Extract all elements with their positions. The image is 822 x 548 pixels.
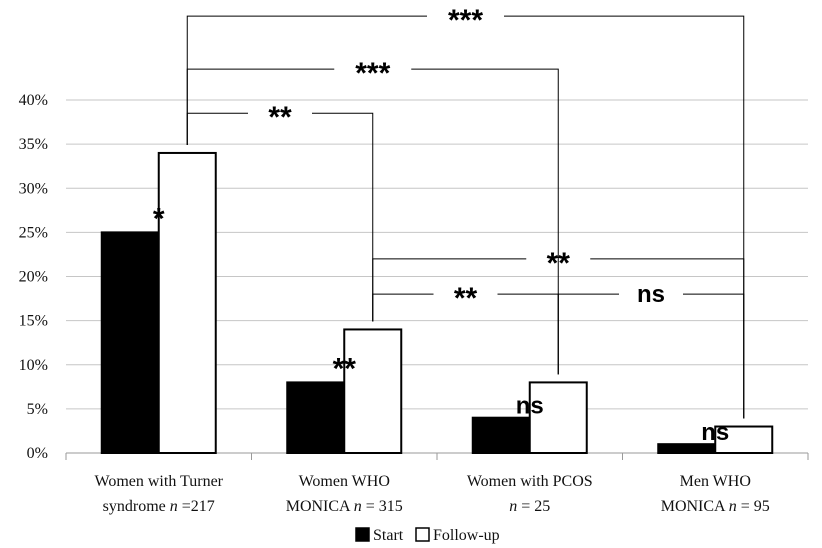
- y-tick-label: 0%: [27, 445, 48, 462]
- sample-size-value: =217: [178, 498, 215, 515]
- bracket-label: **: [454, 282, 478, 315]
- sample-size-symbol: n: [729, 498, 737, 515]
- bar-significance-label: ns: [701, 419, 729, 446]
- bar-significance-label: *: [153, 202, 165, 235]
- legend-swatch-start: [355, 527, 370, 542]
- category-label-line1: Men WHO: [680, 473, 751, 490]
- significance-bracket: ns: [557, 281, 745, 419]
- bar-significance-label: ns: [516, 393, 544, 420]
- bracket-line: [312, 112, 374, 322]
- y-tick-label: 15%: [19, 313, 48, 330]
- bracket-label: ***: [448, 4, 483, 37]
- bar-followup-0: [157, 151, 217, 454]
- category-label-line2: MONICA n = 315: [286, 498, 403, 515]
- bar-significance-label: **: [333, 352, 357, 385]
- bars: [100, 151, 774, 455]
- bracket-label: **: [268, 101, 292, 134]
- category-label: Women with Turner syndrome n =217: [95, 473, 224, 515]
- category-label: Women WHO MONICA n = 315: [286, 473, 403, 515]
- y-axis-ticks: 0% 5% 10% 15% 20% 25% 30% 35% 40%: [19, 92, 48, 462]
- significance-bracket: **: [186, 101, 374, 322]
- legend-label-followup: Follow-up: [433, 527, 500, 544]
- bracket-line: [683, 293, 745, 419]
- sample-size-symbol: n: [170, 498, 178, 515]
- category-label-line1: Women with Turner: [95, 473, 224, 490]
- bracket-label: ***: [355, 57, 390, 90]
- sample-size-symbol: n: [509, 498, 517, 515]
- y-tick-label: 5%: [27, 401, 48, 418]
- sample-size-value: = 95: [737, 498, 770, 515]
- y-tick-label: 35%: [19, 136, 48, 153]
- y-tick-label: 20%: [19, 269, 48, 286]
- bracket-line: [590, 258, 745, 419]
- category-label-prefix: MONICA: [661, 498, 729, 515]
- category-label-prefix: MONICA: [286, 498, 354, 515]
- y-tick-label: 25%: [19, 224, 48, 241]
- legend-swatch-followup: [415, 527, 430, 542]
- bar-start-0: [100, 231, 160, 454]
- legend: Start Follow-up: [355, 527, 500, 544]
- bracket-line: [186, 112, 248, 145]
- x-axis-categories: Women with Turner syndrome n =217 Women WH…: [95, 473, 770, 515]
- legend-item-start: Start: [355, 527, 404, 544]
- bar-start-2: [471, 416, 531, 455]
- category-label-line1: Women WHO: [299, 473, 390, 490]
- bracket-label: ns: [637, 281, 665, 308]
- significance-bracket: ***: [186, 4, 745, 419]
- bracket-line: [497, 293, 559, 375]
- bracket-line: [557, 293, 619, 375]
- y-tick-label: 30%: [19, 180, 48, 197]
- sample-size-symbol: n: [354, 498, 362, 515]
- category-label: Women with PCOS n = 25: [467, 473, 593, 515]
- category-label-line2: n = 25: [509, 498, 550, 515]
- sample-size-value: = 315: [362, 498, 403, 515]
- category-label-line2: MONICA n = 95: [661, 498, 770, 515]
- y-tick-label: 40%: [19, 92, 48, 109]
- bracket-line: [186, 15, 427, 145]
- category-label-prefix: syndrome: [103, 498, 170, 515]
- bracket-line: [372, 258, 527, 322]
- bar-followup-1: [343, 328, 403, 455]
- category-label-line2: syndrome n =217: [103, 498, 215, 515]
- bracket-line: [372, 293, 434, 322]
- category-label: Men WHO MONICA n = 95: [661, 473, 770, 515]
- y-tick-label: 10%: [19, 357, 48, 374]
- bar-followup-2: [528, 381, 588, 454]
- bracket-line: [411, 68, 559, 375]
- sample-size-value: = 25: [517, 498, 550, 515]
- bracket-line: [186, 68, 335, 145]
- bracket-line: [504, 15, 745, 419]
- bar-start-1: [286, 381, 346, 454]
- significance-brackets: ************ ns: [186, 4, 745, 419]
- category-label-line1: Women with PCOS: [467, 473, 593, 490]
- bar-followup-3: [714, 425, 774, 454]
- legend-item-followup: Follow-up: [415, 527, 500, 544]
- legend-label-start: Start: [373, 527, 404, 544]
- bracket-label: **: [547, 247, 571, 280]
